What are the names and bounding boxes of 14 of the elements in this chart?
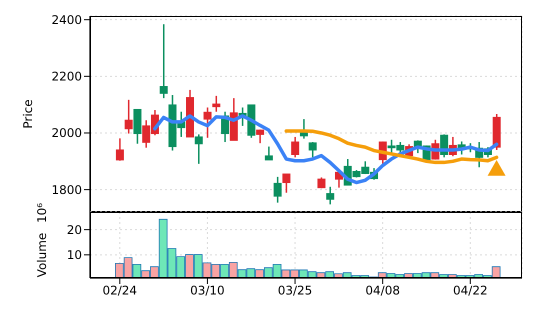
text: 10⁶ [35,202,49,224]
y-tick-label: 2400 [51,12,82,27]
y-tick-label: 1800 [51,182,82,197]
y-tick-label: 2000 [51,126,82,140]
x-tick-label: 03/25 [278,284,312,298]
y-tick-label: 2200 [51,70,82,84]
x-tick-label: 04/22 [453,284,488,298]
y-tick-label: 10 [66,248,82,262]
y-axis-title: Volume [35,232,49,278]
x-tick-label: 03/10 [190,284,225,298]
x-tick-label: 04/08 [365,284,400,298]
y-axis-title: Price [21,99,35,129]
y-tick-label: 20 [66,222,82,237]
x-tick-label: 02/24 [102,284,138,298]
